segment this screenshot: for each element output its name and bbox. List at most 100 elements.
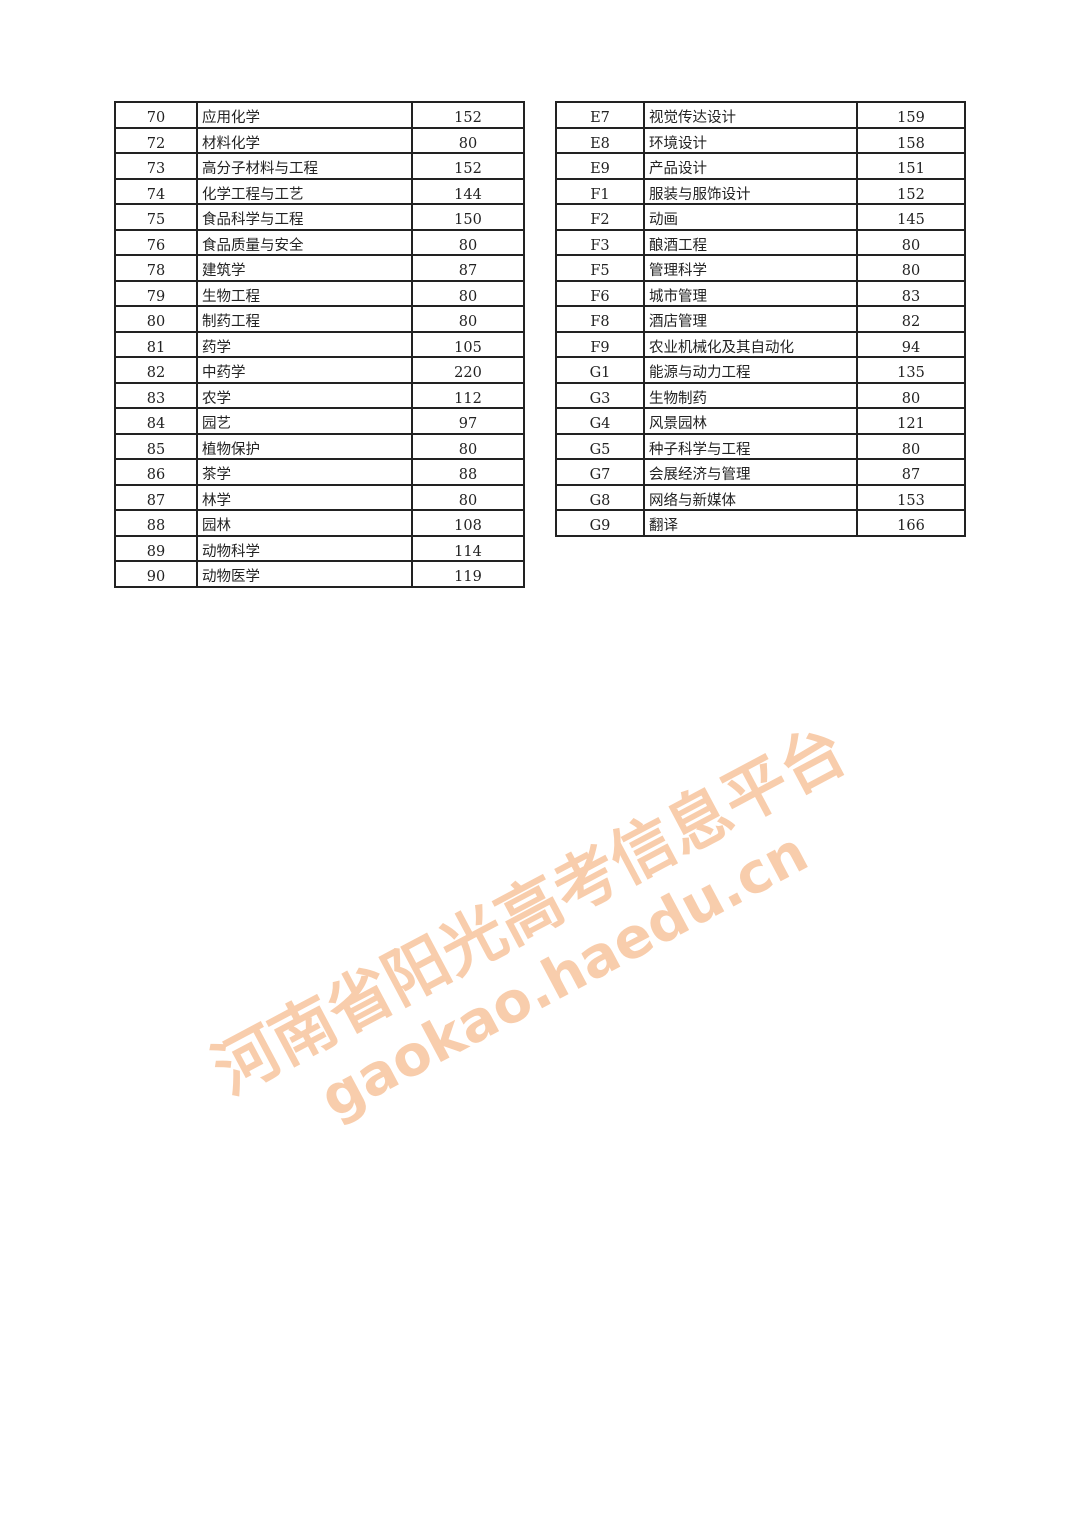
value-cell: 121	[856, 407, 966, 435]
value-cell: 152	[411, 152, 525, 180]
major-code-cell: F9	[555, 330, 645, 358]
table-row: 73 高分子材料与工程 152	[114, 152, 525, 180]
table-row: F6 城市管理 83	[555, 279, 966, 307]
table-row: F9 农业机械化及其自动化 94	[555, 330, 966, 358]
table-row: G8 网络与新媒体 153	[555, 483, 966, 511]
value-cell: 151	[856, 152, 966, 180]
major-code-cell: F6	[555, 279, 645, 307]
table-row: 84 园艺 97	[114, 407, 525, 435]
major-name-cell: 动物医学	[196, 560, 413, 588]
major-name-cell: 酿酒工程	[643, 228, 858, 256]
major-code-cell: 86	[114, 458, 198, 486]
table-row: F2 动画 145	[555, 203, 966, 231]
left-table: 70 应用化学 152 72 材料化学 80 73 高分子材料与工程 152 74 化学工程与工艺 1…	[114, 101, 525, 588]
value-cell: 153	[856, 483, 966, 511]
major-name-cell: 食品质量与安全	[196, 228, 413, 256]
major-code-cell: 85	[114, 432, 198, 460]
major-name-cell: 材料化学	[196, 126, 413, 154]
major-code-cell: E8	[555, 126, 645, 154]
major-code-cell: 78	[114, 254, 198, 282]
value-cell: 119	[411, 560, 525, 588]
major-code-cell: 80	[114, 305, 198, 333]
major-name-cell: 药学	[196, 330, 413, 358]
value-cell: 166	[856, 509, 966, 537]
table-row: 86 茶学 88	[114, 458, 525, 486]
right-table: E7 视觉传达设计 159 E8 环境设计 158 E9 产品设计 151 F1 服装与服饰设计 15…	[555, 101, 966, 537]
major-code-cell: 70	[114, 101, 198, 129]
major-name-cell: 应用化学	[196, 101, 413, 129]
major-name-cell: 植物保护	[196, 432, 413, 460]
value-cell: 80	[411, 432, 525, 460]
table-row: 88 园林 108	[114, 509, 525, 537]
major-name-cell: 翻译	[643, 509, 858, 537]
value-cell: 88	[411, 458, 525, 486]
value-cell: 80	[411, 126, 525, 154]
table-row: 90 动物医学 119	[114, 560, 525, 588]
major-name-cell: 城市管理	[643, 279, 858, 307]
major-name-cell: 风景园林	[643, 407, 858, 435]
table-row: F8 酒店管理 82	[555, 305, 966, 333]
left-table-body: 70 应用化学 152 72 材料化学 80 73 高分子材料与工程 152 74 化学工程与工艺 1…	[114, 101, 525, 588]
value-cell: 145	[856, 203, 966, 231]
major-name-cell: 农学	[196, 381, 413, 409]
major-code-cell: 87	[114, 483, 198, 511]
major-name-cell: 中药学	[196, 356, 413, 384]
table-row: F5 管理科学 80	[555, 254, 966, 282]
major-name-cell: 农业机械化及其自动化	[643, 330, 858, 358]
major-code-cell: E7	[555, 101, 645, 129]
major-code-cell: 81	[114, 330, 198, 358]
value-cell: 144	[411, 177, 525, 205]
major-code-cell: G3	[555, 381, 645, 409]
major-code-cell: 83	[114, 381, 198, 409]
major-name-cell: 管理科学	[643, 254, 858, 282]
major-name-cell: 网络与新媒体	[643, 483, 858, 511]
value-cell: 80	[411, 305, 525, 333]
major-code-cell: F3	[555, 228, 645, 256]
table-row: F1 服装与服饰设计 152	[555, 177, 966, 205]
major-name-cell: 林学	[196, 483, 413, 511]
value-cell: 158	[856, 126, 966, 154]
major-name-cell: 生物工程	[196, 279, 413, 307]
watermark-line1: 河南省阳光高考信息平台	[202, 714, 858, 1110]
value-cell: 152	[856, 177, 966, 205]
value-cell: 80	[856, 228, 966, 256]
table-row: 83 农学 112	[114, 381, 525, 409]
major-code-cell: 74	[114, 177, 198, 205]
table-row: F3 酿酒工程 80	[555, 228, 966, 256]
major-name-cell: 高分子材料与工程	[196, 152, 413, 180]
major-name-cell: 园艺	[196, 407, 413, 435]
major-code-cell: 89	[114, 534, 198, 562]
value-cell: 94	[856, 330, 966, 358]
major-code-cell: 79	[114, 279, 198, 307]
table-row: G4 风景园林 121	[555, 407, 966, 435]
major-code-cell: 90	[114, 560, 198, 588]
table-row: 79 生物工程 80	[114, 279, 525, 307]
value-cell: 135	[856, 356, 966, 384]
value-cell: 108	[411, 509, 525, 537]
value-cell: 80	[856, 432, 966, 460]
watermark: 河南省阳光高考信息平台 gaokao.haedu.cn	[202, 714, 858, 1132]
major-code-cell: 88	[114, 509, 198, 537]
table-row: 87 林学 80	[114, 483, 525, 511]
value-cell: 87	[856, 458, 966, 486]
value-cell: 152	[411, 101, 525, 129]
value-cell: 159	[856, 101, 966, 129]
table-row: G9 翻译 166	[555, 509, 966, 537]
value-cell: 82	[856, 305, 966, 333]
major-code-cell: G4	[555, 407, 645, 435]
watermark-line2: gaokao.haedu.cn	[310, 820, 818, 1131]
value-cell: 105	[411, 330, 525, 358]
value-cell: 87	[411, 254, 525, 282]
value-cell: 114	[411, 534, 525, 562]
major-name-cell: 种子科学与工程	[643, 432, 858, 460]
major-name-cell: 园林	[196, 509, 413, 537]
table-row: 75 食品科学与工程 150	[114, 203, 525, 231]
value-cell: 80	[856, 381, 966, 409]
table-row: 89 动物科学 114	[114, 534, 525, 562]
value-cell: 80	[411, 279, 525, 307]
value-cell: 220	[411, 356, 525, 384]
major-name-cell: 化学工程与工艺	[196, 177, 413, 205]
major-name-cell: 酒店管理	[643, 305, 858, 333]
major-name-cell: 视觉传达设计	[643, 101, 858, 129]
table-row: G1 能源与动力工程 135	[555, 356, 966, 384]
